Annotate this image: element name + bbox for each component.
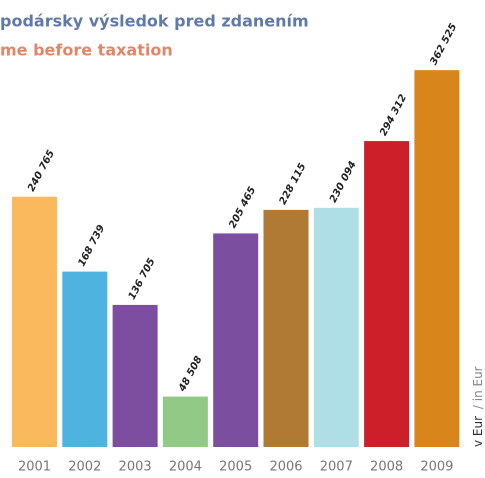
x-tick-label: 2003 — [119, 460, 152, 475]
bar — [162, 396, 208, 447]
value-label: 240 765 — [26, 148, 57, 193]
x-tick-label: 2009 — [420, 460, 453, 475]
x-tick-label: 2007 — [320, 460, 353, 475]
value-label: 228 115 — [278, 162, 309, 207]
y-label-main: v Eur — [471, 416, 485, 447]
bar — [12, 196, 57, 447]
bar — [414, 70, 460, 448]
value-label: 168 739 — [76, 223, 107, 268]
x-tick-label: 2005 — [219, 460, 252, 475]
bar — [313, 207, 359, 447]
bar — [263, 209, 309, 447]
bar — [62, 271, 108, 447]
bar — [364, 141, 410, 447]
x-tick-label: 2001 — [18, 460, 51, 475]
value-label: 205 465 — [227, 185, 258, 230]
value-label: 230 094 — [328, 160, 359, 205]
chart-title: podársky výsledok pred zdanením — [0, 12, 309, 31]
x-tick-label: 2004 — [169, 460, 202, 475]
bar — [213, 233, 259, 447]
value-label: 136 705 — [127, 257, 158, 302]
value-label: 294 312 — [378, 93, 409, 138]
value-label: 362 525 — [428, 22, 459, 67]
value-label: 48 508 — [177, 354, 205, 394]
x-tick-label: 2008 — [370, 460, 403, 475]
chart-subtitle: me before taxation — [0, 41, 173, 60]
x-tick-label: 2002 — [68, 460, 101, 475]
bar — [112, 304, 158, 447]
x-tick-label: 2006 — [269, 460, 302, 475]
y-axis-label: v Eur / in Eur — [471, 366, 485, 447]
y-label-secondary: / in Eur — [471, 366, 485, 409]
